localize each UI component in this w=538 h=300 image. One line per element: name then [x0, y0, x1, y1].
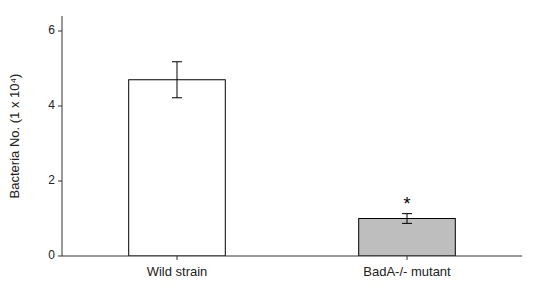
- bar: [129, 80, 226, 256]
- y-tick: [58, 181, 62, 182]
- axes: 0 2 4 6 Wild strain BadA-/- mutant: [48, 16, 522, 279]
- error-cap: [402, 223, 412, 224]
- bar: [359, 219, 456, 257]
- y-axis-label: Bacteria No. (1 x 10⁴): [7, 74, 22, 199]
- error-stem: [177, 62, 178, 98]
- x-tick-label: BadA-/- mutant: [363, 264, 451, 279]
- chart: 0 2 4 6 Wild strain BadA-/- mutant Bacteria No…: [0, 0, 538, 300]
- y-tick-label: 2: [48, 173, 55, 187]
- x-tick: [177, 256, 178, 260]
- x-tick-label: Wild strain: [147, 264, 208, 279]
- y-tick-label: 0: [48, 248, 55, 262]
- annotation: *: [403, 194, 410, 214]
- y-tick: [58, 106, 62, 107]
- y-tick-label: 6: [48, 23, 55, 37]
- y-axis-line: [62, 16, 63, 256]
- y-tick-label: 4: [48, 98, 55, 112]
- error-bar: [172, 62, 182, 98]
- error-stem: [407, 214, 408, 224]
- error-cap: [172, 97, 182, 98]
- plot-area: [129, 62, 456, 256]
- error-cap: [172, 61, 182, 62]
- background: [0, 0, 538, 300]
- y-tick: [58, 256, 62, 257]
- error-bar: [402, 214, 412, 224]
- x-tick: [407, 256, 408, 260]
- chart-container: 0 2 4 6 Wild strain BadA-/- mutant Bacteria No…: [0, 0, 538, 300]
- y-tick: [58, 31, 62, 32]
- x-axis-line: [62, 256, 522, 257]
